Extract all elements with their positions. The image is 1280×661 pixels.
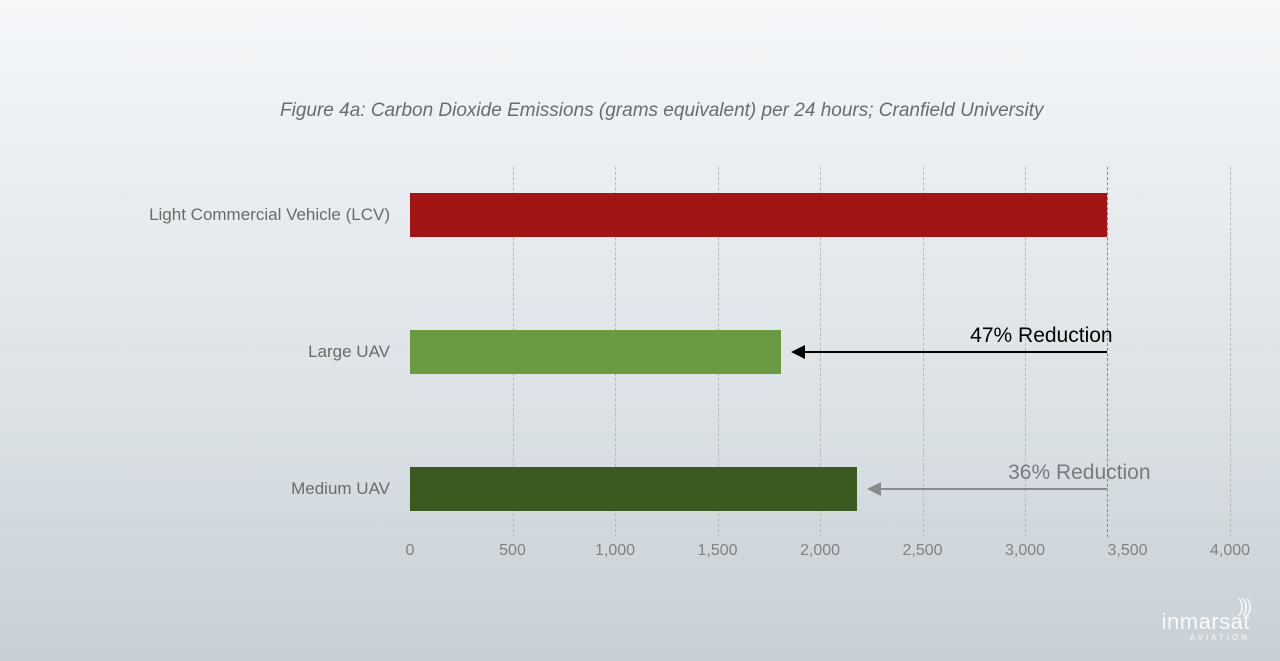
reduction-arrow (869, 488, 1107, 490)
reduction-arrow (793, 351, 1107, 353)
x-axis-tick: 3,500 (1107, 542, 1147, 560)
y-axis-labels: Light Commercial Vehicle (LCV) Large UAV M… (130, 167, 400, 537)
brand-logo: ))) inmarsat AVIATION (1162, 601, 1250, 643)
y-axis-label: Large UAV (308, 342, 390, 362)
x-axis-tick: 2,500 (902, 542, 942, 560)
logo-subtext: AVIATION (1162, 633, 1250, 643)
gridline (1230, 167, 1231, 537)
chart-title: Figure 4a: Carbon Dioxide Emissions (gra… (130, 100, 1260, 122)
x-axis-tick: 1,000 (595, 542, 635, 560)
bar (410, 193, 1107, 237)
y-axis-label: Medium UAV (291, 479, 390, 499)
reduction-label: 47% Reduction (970, 324, 1112, 348)
bar (410, 330, 781, 374)
plot-area: Light Commercial Vehicle (LCV) Large UAV M… (130, 167, 1260, 537)
x-axis-tick: 2,000 (800, 542, 840, 560)
logo-text: inmarsat (1162, 611, 1250, 633)
arrow-head-icon (791, 345, 805, 359)
x-axis-tick: 3,000 (1005, 542, 1045, 560)
x-axis-tick: 500 (499, 542, 526, 560)
x-axis-tick: 1,500 (697, 542, 737, 560)
x-axis-tick: 4,000 (1210, 542, 1250, 560)
bars-area: 47% Reduction 36% Reduction (410, 167, 1230, 537)
y-axis-label: Light Commercial Vehicle (LCV) (149, 205, 390, 225)
arrow-head-icon (867, 482, 881, 496)
x-axis-tick: 0 (406, 542, 415, 560)
reduction-label: 36% Reduction (1008, 461, 1150, 485)
chart-container: Figure 4a: Carbon Dioxide Emissions (gra… (130, 100, 1260, 550)
bar (410, 467, 857, 511)
